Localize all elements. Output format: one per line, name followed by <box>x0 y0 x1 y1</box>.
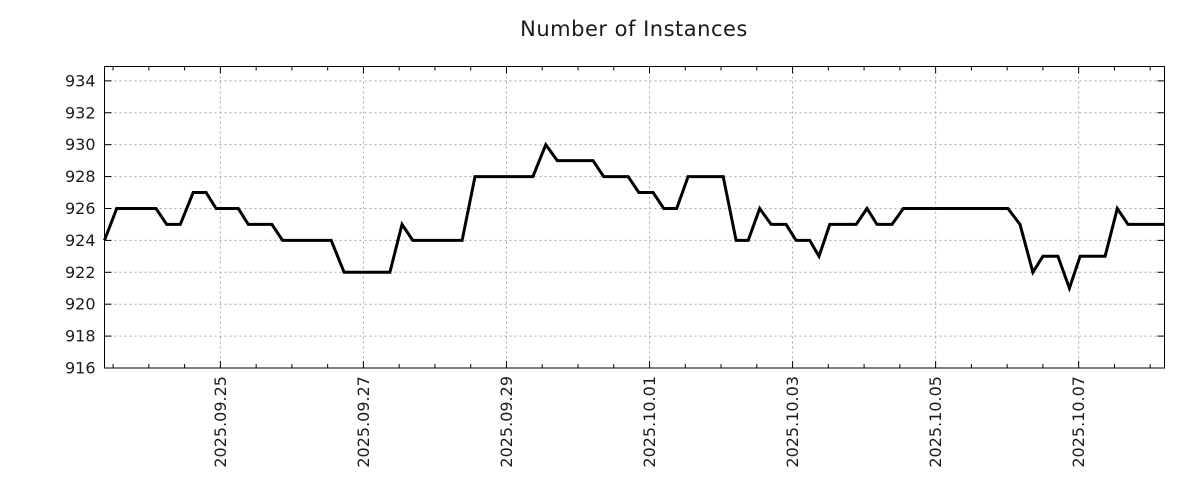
x-tick-label: 2025.10.05 <box>926 376 945 468</box>
x-tick-label: 2025.09.25 <box>211 376 230 468</box>
x-tick-label: 2025.09.27 <box>354 376 373 468</box>
y-tick-label: 924 <box>65 231 96 250</box>
series-line <box>103 141 1165 293</box>
y-tick-label: 934 <box>65 71 96 90</box>
y-tick-label: 916 <box>65 359 96 378</box>
y-tick-label: 930 <box>65 135 96 154</box>
y-tick-label: 928 <box>65 167 96 186</box>
y-tick-label: 920 <box>65 295 96 314</box>
y-tick-label: 922 <box>65 263 96 282</box>
x-tick-label: 2025.10.03 <box>783 376 802 468</box>
plot-border <box>104 66 1165 369</box>
y-tick-label: 918 <box>65 327 96 346</box>
x-tick-label: 2025.10.07 <box>1069 376 1088 468</box>
chart-title: Number of Instances <box>520 17 748 41</box>
x-tick-label: 2025.10.01 <box>640 376 659 468</box>
x-tick-label: 2025.09.29 <box>497 376 516 468</box>
y-tick-label: 932 <box>65 103 96 122</box>
y-tick-label: 926 <box>65 199 96 218</box>
